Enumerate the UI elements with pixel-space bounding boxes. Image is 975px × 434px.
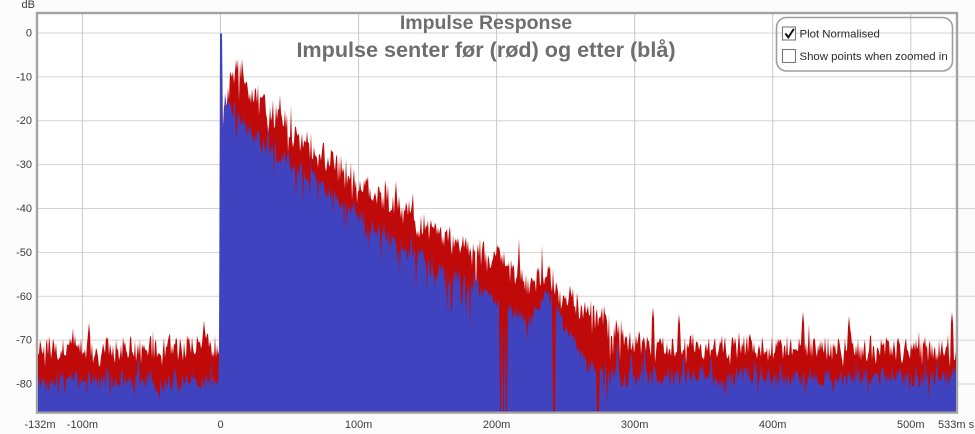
svg-text:Plot Normalised: Plot Normalised <box>800 29 880 41</box>
svg-text:-60: -60 <box>16 291 32 303</box>
svg-text:533m s: 533m s <box>938 419 975 431</box>
svg-text:-132m: -132m <box>24 419 55 431</box>
svg-text:Show points when zoomed in: Show points when zoomed in <box>800 51 948 63</box>
svg-text:400m: 400m <box>759 419 787 431</box>
svg-text:-50: -50 <box>16 247 32 259</box>
svg-text:dB: dB <box>22 0 35 11</box>
svg-text:200m: 200m <box>483 419 511 431</box>
svg-text:300m: 300m <box>621 419 649 431</box>
svg-text:-80: -80 <box>16 379 32 391</box>
svg-text:Impulse Response: Impulse Response <box>400 12 572 34</box>
svg-text:-10: -10 <box>16 71 32 83</box>
svg-text:-40: -40 <box>16 203 32 215</box>
svg-text:Impulse senter før (rød) og et: Impulse senter før (rød) og etter (blå) <box>296 37 675 62</box>
svg-text:-70: -70 <box>16 335 32 347</box>
svg-text:0: 0 <box>217 419 223 431</box>
svg-text:-20: -20 <box>16 115 32 127</box>
svg-text:0: 0 <box>26 28 32 40</box>
svg-text:500m: 500m <box>897 419 925 431</box>
svg-text:-100m: -100m <box>67 419 98 431</box>
svg-text:-30: -30 <box>16 159 32 171</box>
svg-text:100m: 100m <box>345 419 373 431</box>
